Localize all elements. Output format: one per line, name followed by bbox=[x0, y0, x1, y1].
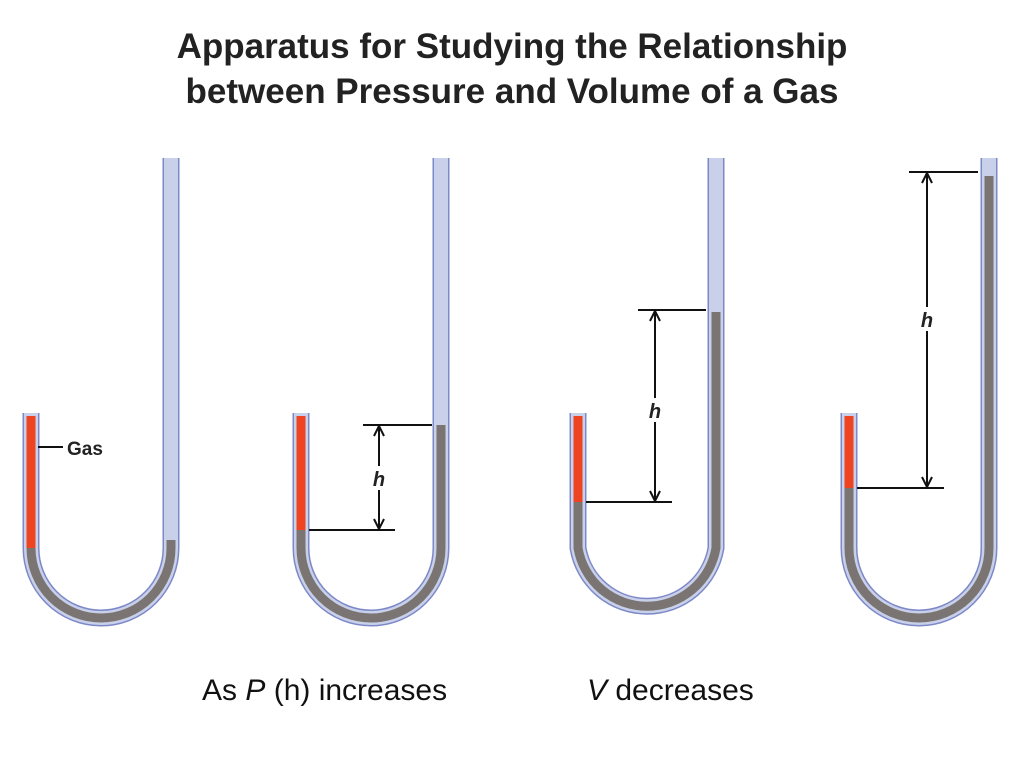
mercury-column-1 bbox=[26, 540, 176, 623]
title-line-2: between Pressure and Volume of a Gas bbox=[185, 72, 839, 111]
gas-label: Gas bbox=[67, 439, 103, 460]
u-tube-4: h bbox=[840, 158, 998, 627]
u-tube-2: h bbox=[292, 158, 450, 627]
caption-left-suffix: (h) increases bbox=[265, 674, 448, 707]
caption-right-suffix: decreases bbox=[607, 674, 754, 707]
mercury-column-4 bbox=[844, 176, 994, 623]
caption-pressure: As P (h) increases bbox=[202, 674, 447, 714]
title-line-1: Apparatus for Studying the Relationship bbox=[176, 27, 848, 66]
caption-left-prefix: As bbox=[202, 674, 246, 707]
height-label-2: h bbox=[373, 469, 385, 491]
diagram-title: Apparatus for Studying the Relationship … bbox=[0, 24, 1024, 114]
u-tube-1: Gas bbox=[22, 158, 180, 627]
caption-volume: V decreases bbox=[587, 674, 754, 714]
height-label-4: h bbox=[921, 310, 933, 332]
mercury-column-2 bbox=[296, 425, 446, 623]
u-tube-3: h bbox=[569, 158, 725, 615]
caption-volume-symbol: V bbox=[587, 674, 608, 707]
caption-pressure-symbol: P bbox=[245, 674, 266, 707]
height-label-3: h bbox=[649, 401, 661, 423]
mercury-column-3 bbox=[573, 312, 721, 611]
